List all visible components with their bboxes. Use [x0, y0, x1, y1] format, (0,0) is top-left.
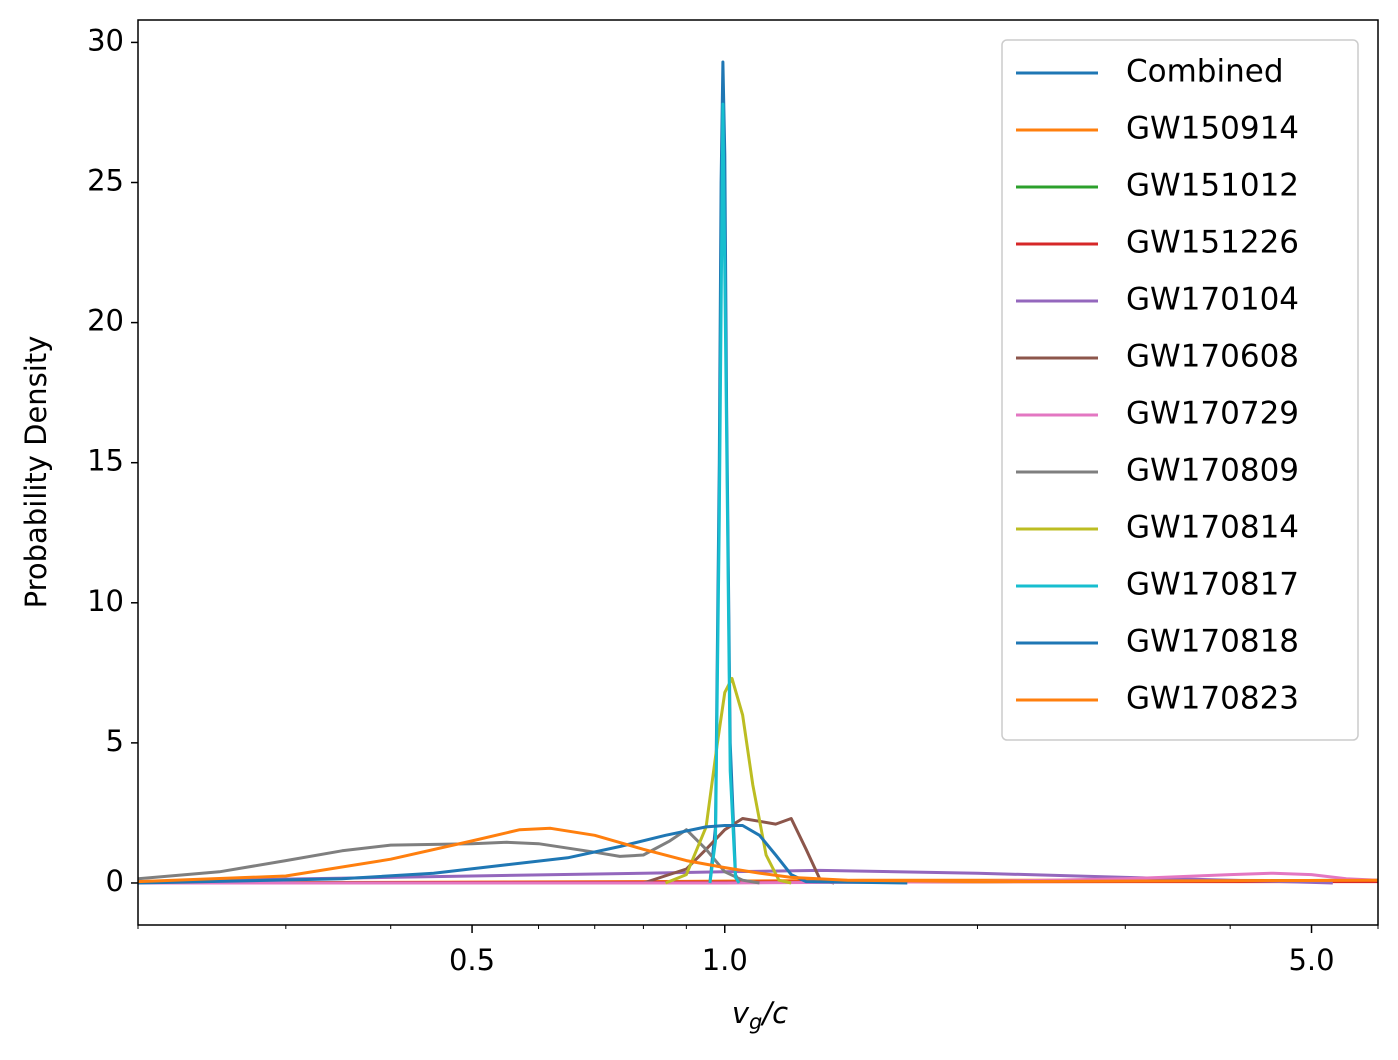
series-line	[708, 102, 741, 884]
series-line	[664, 676, 792, 885]
x-tick-label: 0.5	[449, 943, 495, 977]
legend-label: GW170818	[1126, 624, 1299, 660]
plot-frame	[137, 19, 1379, 926]
legend-label: GW151226	[1126, 225, 1299, 261]
y-tick-label: 20	[87, 304, 124, 338]
series-line	[138, 826, 1378, 884]
x-tick-label: 1.0	[702, 943, 748, 977]
series-line	[642, 817, 835, 885]
legend-label: GW170809	[1126, 453, 1299, 489]
y-tick-label: 15	[87, 444, 124, 478]
plot-lines	[138, 60, 1378, 885]
legend-label: GW151012	[1126, 168, 1299, 204]
x-axis-label: vg/c	[732, 996, 788, 1034]
y-tick-label: 30	[87, 23, 124, 57]
legend-label: GW170104	[1126, 282, 1299, 318]
y-tick-label: 25	[87, 164, 124, 198]
legend-label: GW170823	[1126, 681, 1299, 717]
legend-label: GW170817	[1126, 567, 1299, 603]
y-tick-label: 0	[106, 864, 124, 898]
y-axis-label: Probability Density	[19, 336, 53, 609]
legend-label: GW170814	[1126, 510, 1299, 546]
legend: Combined GW150914 GW151012 GW151226 GW170104…	[1001, 39, 1359, 741]
legend-label: GW150914	[1126, 111, 1299, 147]
y-tick-label: 10	[87, 584, 124, 618]
y-tick-label: 5	[106, 724, 124, 758]
legend-box	[1001, 39, 1359, 741]
x-tick-label: 5.0	[1288, 943, 1334, 977]
legend-label: GW170608	[1126, 339, 1299, 375]
series-line	[138, 824, 908, 885]
legend-label: Combined	[1126, 54, 1284, 90]
legend-label: GW170729	[1126, 396, 1299, 432]
